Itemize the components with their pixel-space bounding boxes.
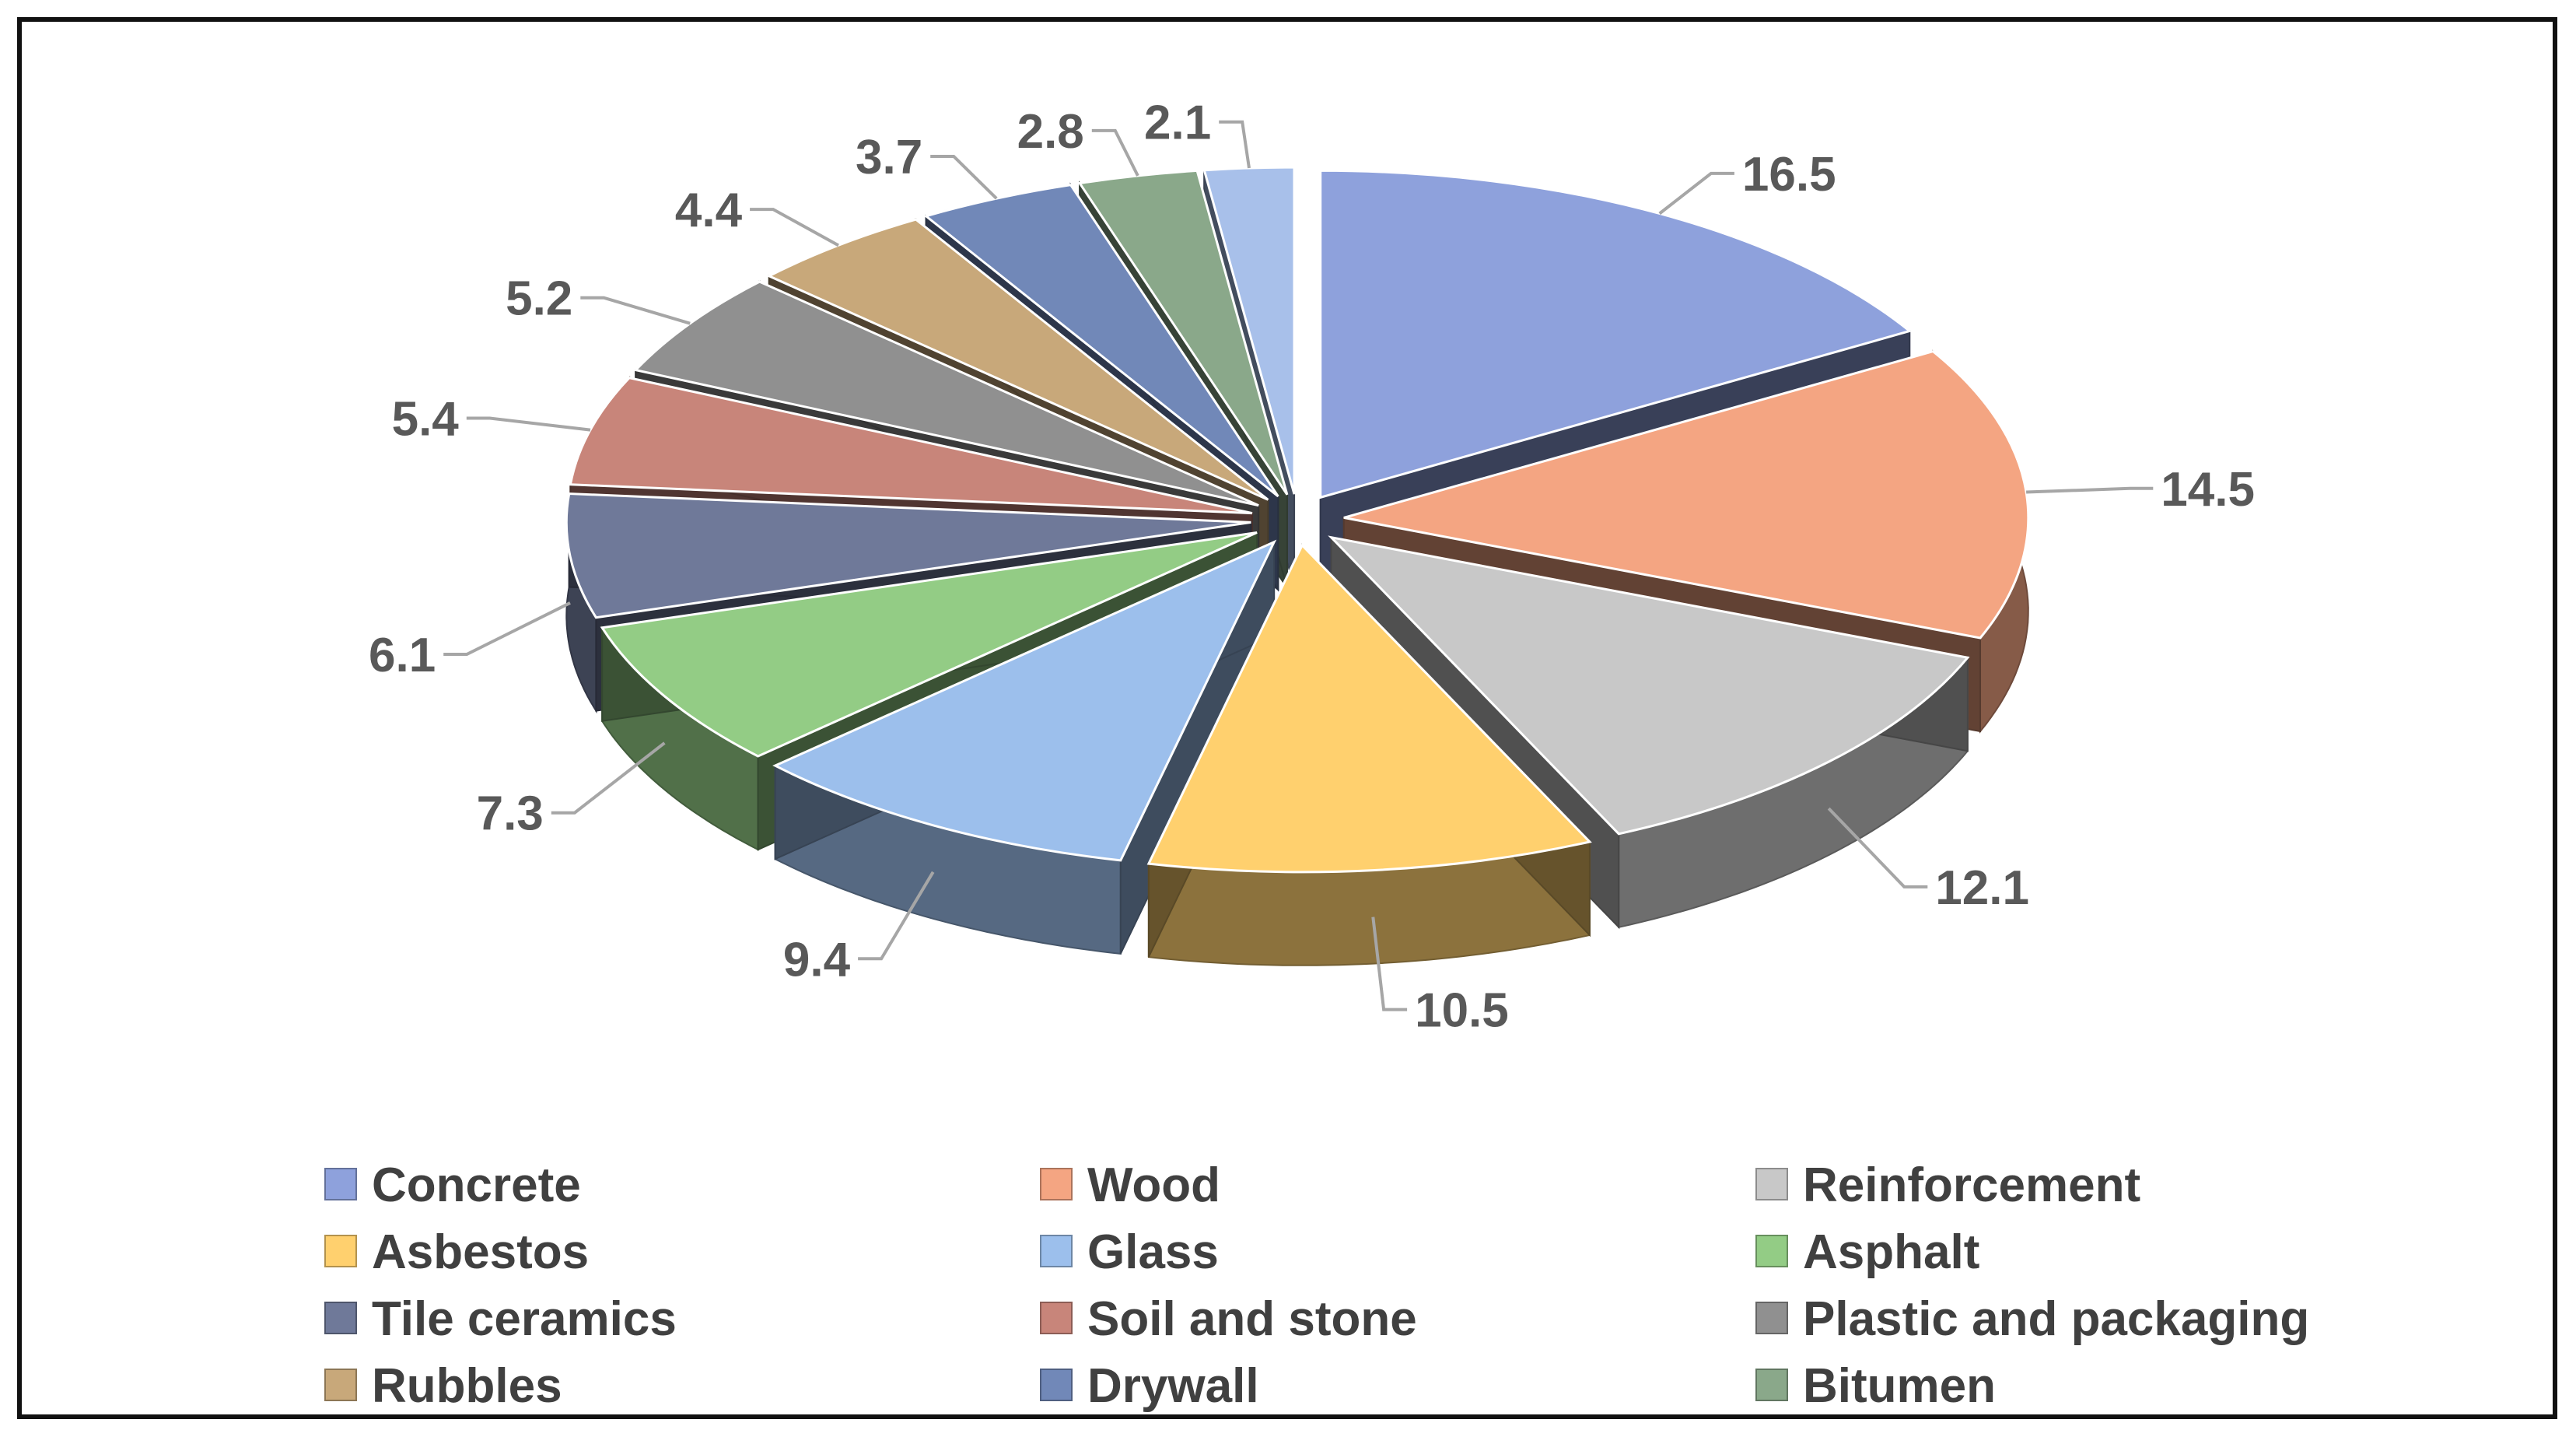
data-label: 7.3	[477, 787, 544, 841]
legend-item: Plastic and packaging	[1755, 1292, 2309, 1346]
legend-label: Plastic and packaging	[1803, 1292, 2309, 1346]
leader-line	[2026, 486, 2154, 494]
legend-swatch	[1755, 1302, 1788, 1334]
legend-label: Reinforcement	[1803, 1158, 2140, 1212]
pie-slice-soil-and-stone	[569, 376, 1253, 515]
leader-line	[1658, 171, 1734, 216]
legend-item: Asphalt	[1755, 1225, 1979, 1279]
leader-line	[750, 208, 839, 247]
legend-swatch	[1755, 1369, 1788, 1401]
legend-item: Asbestos	[324, 1225, 589, 1279]
pie-slice-asphalt	[600, 531, 1258, 758]
legend-item: Drywall	[1040, 1359, 1259, 1413]
leader-line	[1371, 917, 1408, 1011]
leader-line	[466, 416, 591, 432]
data-labels: 16.5 14.5 12.1 10.5 9.4 7.3 6.1 5.4 5.2 4.4 3.7 2.8…	[369, 96, 2255, 1038]
legend-item: Bitumen	[1755, 1359, 1996, 1413]
leader-line	[1091, 128, 1139, 177]
legend-swatch	[1040, 1235, 1073, 1267]
legend-swatch	[324, 1168, 357, 1200]
pie-slice-wood	[1343, 349, 2030, 640]
legend-label: Tile ceramics	[372, 1292, 677, 1346]
pie-slice-glass	[772, 539, 1277, 862]
legend-swatch	[1040, 1168, 1073, 1200]
legend-label: Bitumen	[1803, 1359, 1996, 1413]
data-label: 4.4	[675, 184, 743, 237]
pie-slice-other	[1202, 166, 1296, 495]
data-label: 2.1	[1144, 96, 1211, 150]
legend-label: Concrete	[372, 1158, 581, 1212]
legend-label: Asbestos	[372, 1225, 589, 1279]
data-label: 3.7	[856, 131, 922, 184]
pie-slice-drywall	[923, 184, 1279, 498]
legend-item: Concrete	[324, 1158, 581, 1212]
data-label: 9.4	[783, 933, 851, 987]
legend-item: Reinforcement	[1755, 1158, 2140, 1212]
data-label: 6.1	[369, 629, 436, 682]
legend-label: Asphalt	[1803, 1225, 1979, 1279]
data-label: 5.4	[392, 393, 460, 447]
data-label: 10.5	[1415, 984, 1509, 1038]
legend-item: Soil and stone	[1040, 1292, 1417, 1346]
legend-item: Tile ceramics	[324, 1292, 677, 1346]
pie-slice-reinforcement	[1328, 535, 1970, 836]
data-label: 16.5	[1742, 148, 1836, 202]
pie-slice-asbestos	[1146, 543, 1592, 874]
leader-line	[930, 155, 998, 200]
legend: Concrete Wood Reinforcement Asbestos Glass As…	[324, 1158, 2309, 1413]
legend-swatch	[324, 1235, 357, 1267]
leader-line	[551, 741, 666, 815]
legend-item: Glass	[1040, 1225, 1219, 1279]
leader-line	[580, 296, 691, 325]
data-label: 12.1	[1935, 861, 2029, 915]
leader-line	[443, 601, 571, 656]
legend-item: Rubbles	[324, 1359, 562, 1413]
pie-slice-plastic-and-packaging	[633, 280, 1259, 507]
data-label: 2.8	[1017, 105, 1084, 159]
legend-swatch	[1755, 1235, 1788, 1267]
legend-swatch	[1040, 1369, 1073, 1401]
legend-label: Wood	[1087, 1158, 1220, 1212]
pie-slice-tile-ceramics	[565, 492, 1251, 619]
legend-label: Soil and stone	[1087, 1292, 1417, 1346]
pie-chart: 16.5 14.5 12.1 10.5 9.4 7.3 6.1 5.4 5.2 4.4 3.7 2.8…	[324, 96, 2309, 1413]
pie-slice-tops	[565, 166, 2030, 874]
data-label: 5.2	[506, 272, 572, 326]
legend-swatch	[1040, 1302, 1073, 1334]
leader-line	[1827, 807, 1928, 888]
legend-swatch	[1755, 1168, 1788, 1200]
legend-swatch	[324, 1302, 357, 1334]
leader-line	[1219, 120, 1251, 169]
legend-label: Glass	[1087, 1225, 1219, 1279]
pie-slice-bitumen	[1077, 169, 1289, 496]
legend-swatch	[324, 1369, 357, 1401]
pie-slice-concrete	[1319, 169, 1913, 499]
legend-label: Drywall	[1087, 1359, 1259, 1413]
legend-item: Wood	[1040, 1158, 1220, 1212]
leader-line	[858, 871, 935, 961]
data-label: 14.5	[2161, 463, 2255, 517]
leader-lines	[443, 120, 2154, 1011]
chart-frame: 16.5 14.5 12.1 10.5 9.4 7.3 6.1 5.4 5.2 4.4 3.7 2.8…	[17, 17, 2557, 1419]
legend-label: Rubbles	[372, 1359, 562, 1413]
